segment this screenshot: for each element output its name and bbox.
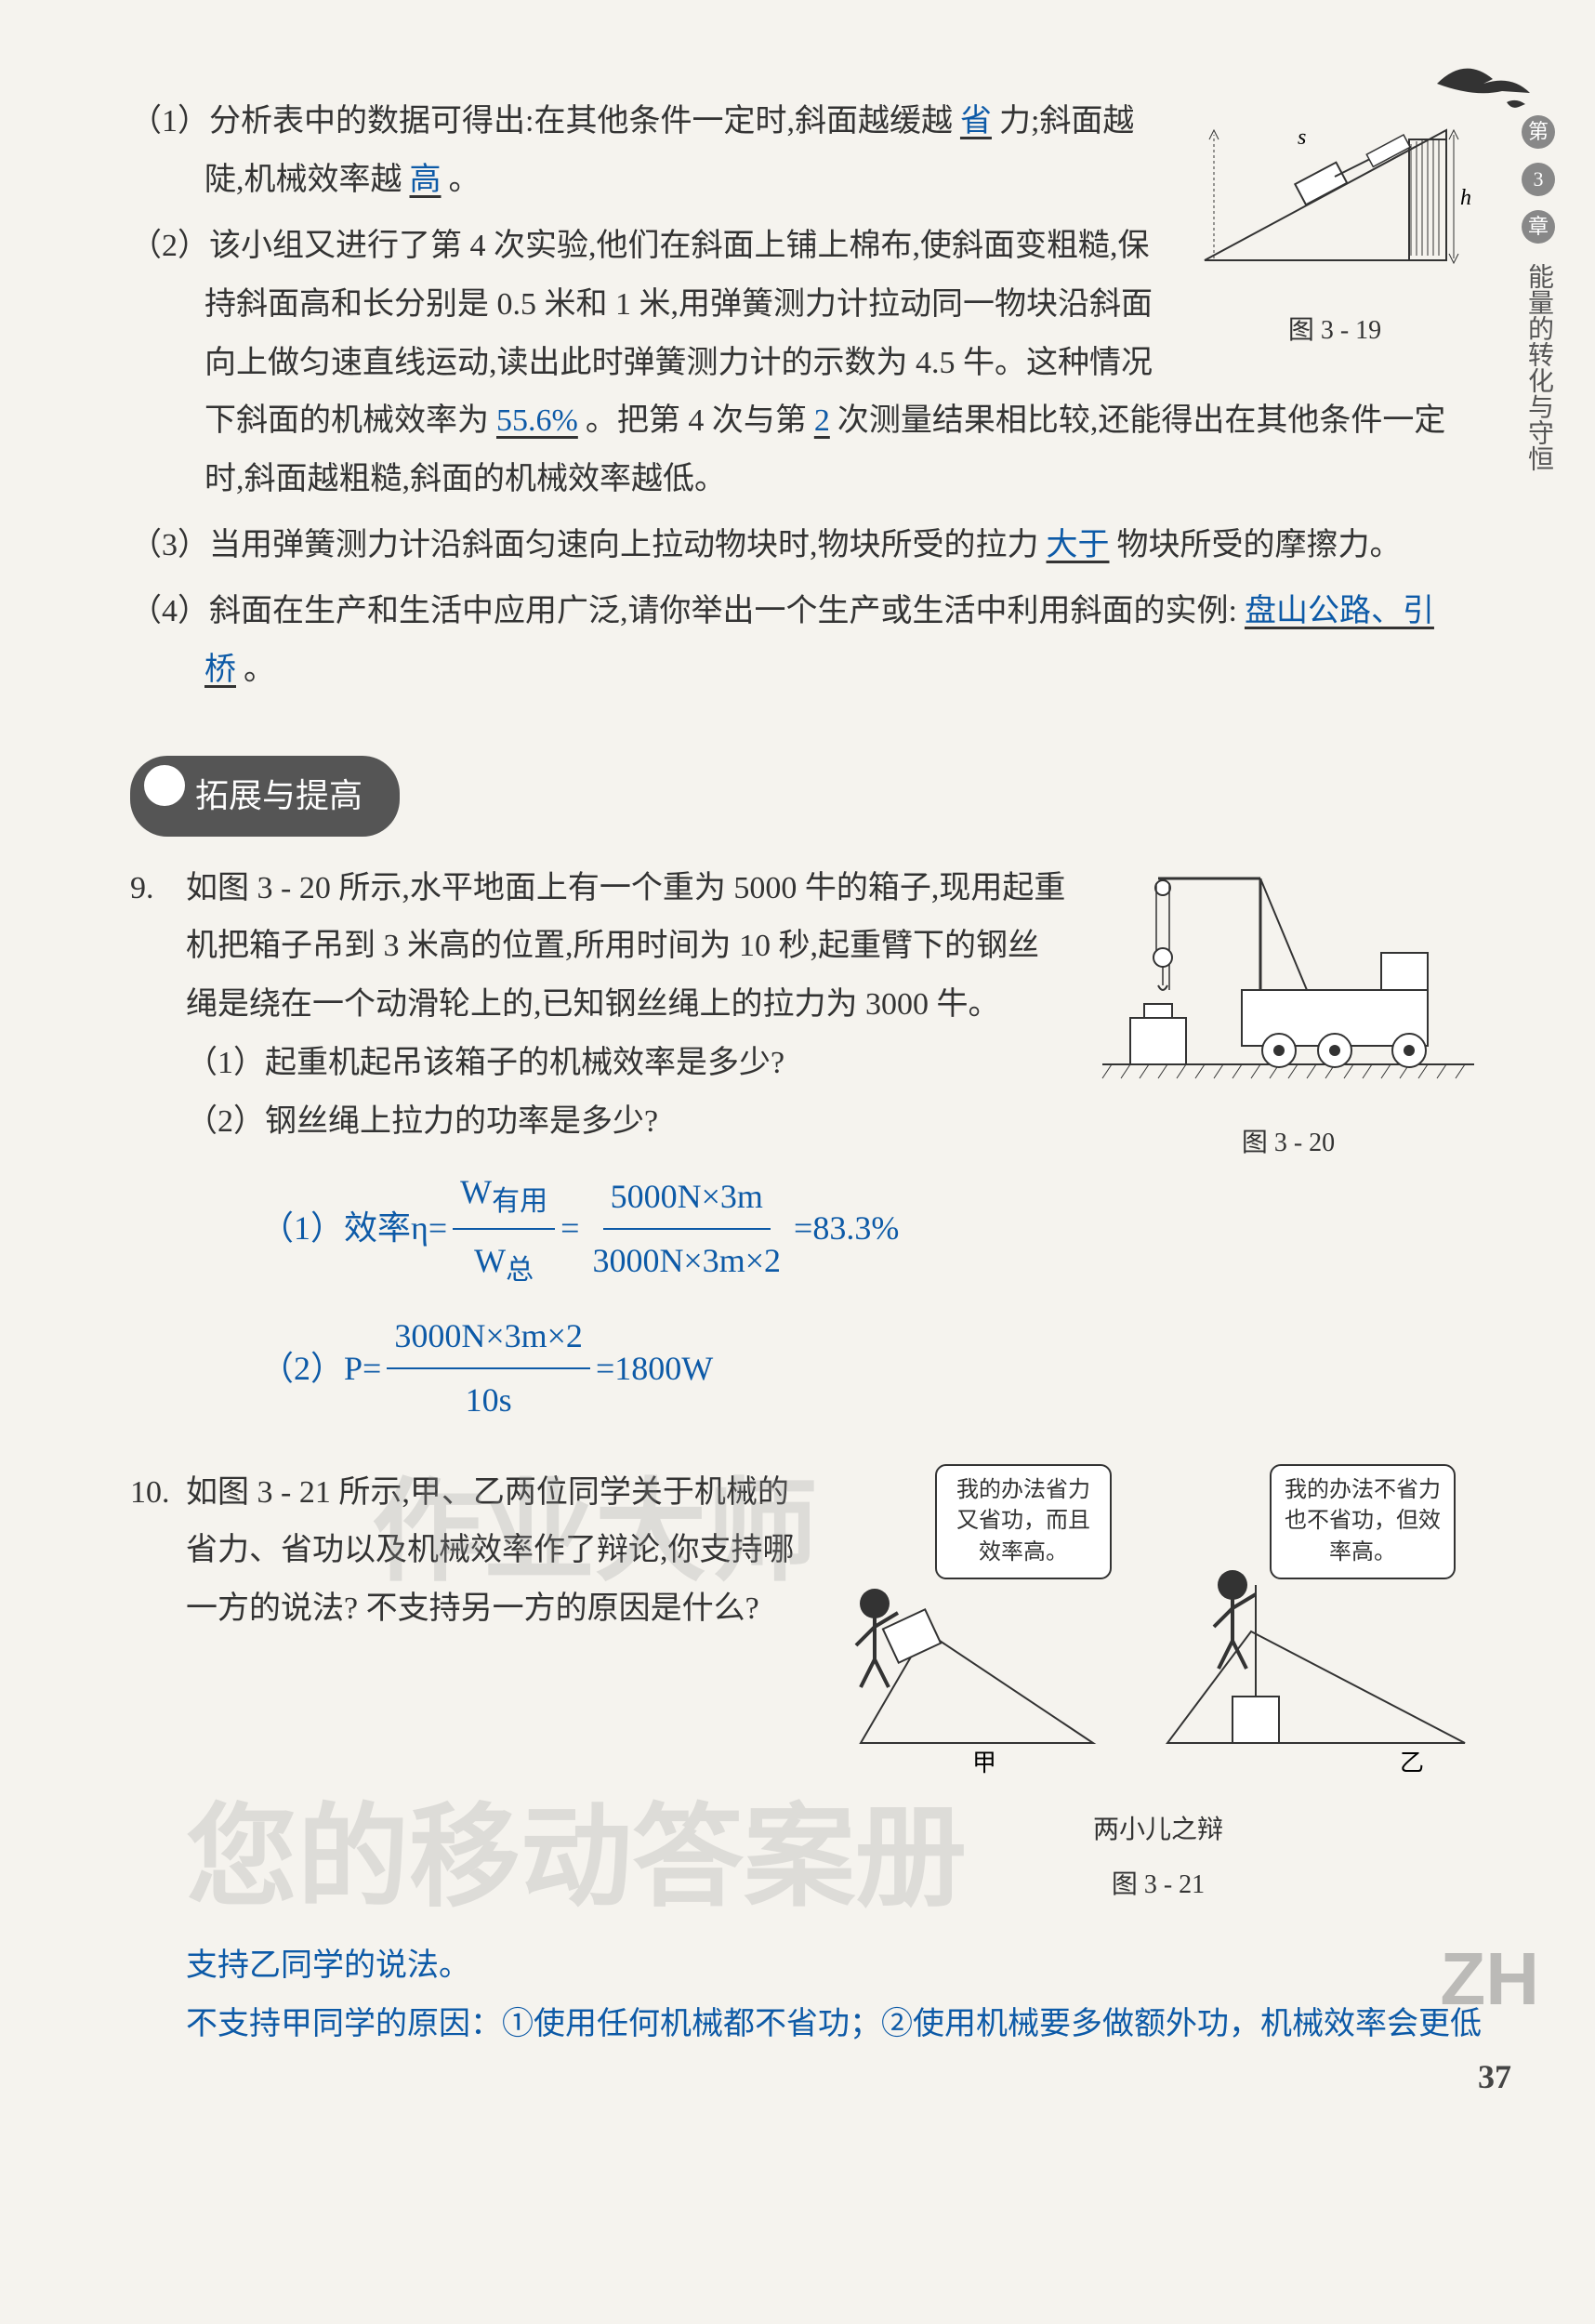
- q-sub3-text2: 物块所受的摩擦力。: [1117, 528, 1402, 562]
- debate-label: 两小儿之辩: [833, 1806, 1483, 1855]
- q-sub1-text1: 分析表中的数据可得出:在其他条件一定时,斜面越缓越: [209, 104, 953, 139]
- q-sub1-ans2: 高: [402, 163, 449, 197]
- q-sub4-text2: 。: [244, 653, 275, 687]
- svg-text:h: h: [1460, 186, 1471, 210]
- bird-decoration: [1428, 46, 1539, 121]
- q9-num: 9.: [130, 860, 186, 1441]
- q-sub3-text1: 当用弹簧测力计沿斜面匀速向上拉动物块时,物块所受的拉力: [209, 528, 1039, 562]
- q10-num: 10.: [130, 1464, 186, 2054]
- q-sub2-text2: 。把第 4 次与第: [586, 403, 807, 438]
- q9-formula1: （1）效率η= W有用W总 = 5000N×3m3000N×3m×2 =83.3…: [186, 1161, 1483, 1296]
- q10-ans2: 不支持甲同学的原因：①使用任何机械都不省功；②使用机械要多做额外功，机械效率会更…: [186, 1996, 1483, 2054]
- figure-3-21: 我的办法省力又省功，而且效率高。 我的办法不省力也不省功，但效率高。: [833, 1464, 1483, 1910]
- figure-3-20-label: 图 3 - 20: [1093, 1119, 1483, 1168]
- q-sub3-num: （3）: [130, 528, 209, 562]
- chapter-label-top: 第: [1522, 115, 1555, 149]
- figure-3-19-label: 图 3 - 19: [1186, 307, 1483, 355]
- svg-text:甲: 甲: [972, 1750, 996, 1776]
- chapter-number: 3: [1522, 163, 1555, 196]
- q10-ans1: 支持乙同学的说法。: [186, 1937, 1483, 1996]
- svg-text:s: s: [1298, 125, 1306, 150]
- figure-3-20: 图 3 - 20: [1093, 860, 1483, 1169]
- zh-mark: ZH: [1440, 1936, 1539, 2022]
- q-sub4-text1: 斜面在生产和生活中应用广泛,请你举出一个生产或生活中利用斜面的实例:: [209, 594, 1237, 628]
- q-sub1-num: （1）: [130, 104, 209, 139]
- q-sub2-ans2: 2: [807, 403, 837, 438]
- q-sub2-ans1: 55.6%: [489, 403, 586, 438]
- q-sub4-num: （4）: [130, 594, 209, 628]
- figure-3-21-label: 图 3 - 21: [833, 1861, 1483, 1909]
- q-sub2-num: （2）: [130, 229, 209, 263]
- q9-formula2: （2）P= 3000N×3m×210s =1800W: [186, 1305, 1483, 1431]
- section-header-expand: 拓展与提高: [130, 756, 400, 837]
- chapter-title: 能量的转化与守恒: [1519, 263, 1558, 471]
- figure-3-19: s h 图 3 - 19: [1186, 93, 1483, 355]
- svg-text:乙: 乙: [1400, 1750, 1424, 1776]
- q-sub1-ans1: 省: [953, 104, 999, 139]
- chapter-label-mid: 章: [1522, 210, 1555, 244]
- q-sub1-text3: 。: [449, 163, 481, 197]
- q-sub3-ans1: 大于: [1039, 528, 1117, 562]
- chapter-tab: 第 3 章 能量的转化与守恒: [1511, 112, 1558, 471]
- page-number: 37: [1478, 2057, 1511, 2096]
